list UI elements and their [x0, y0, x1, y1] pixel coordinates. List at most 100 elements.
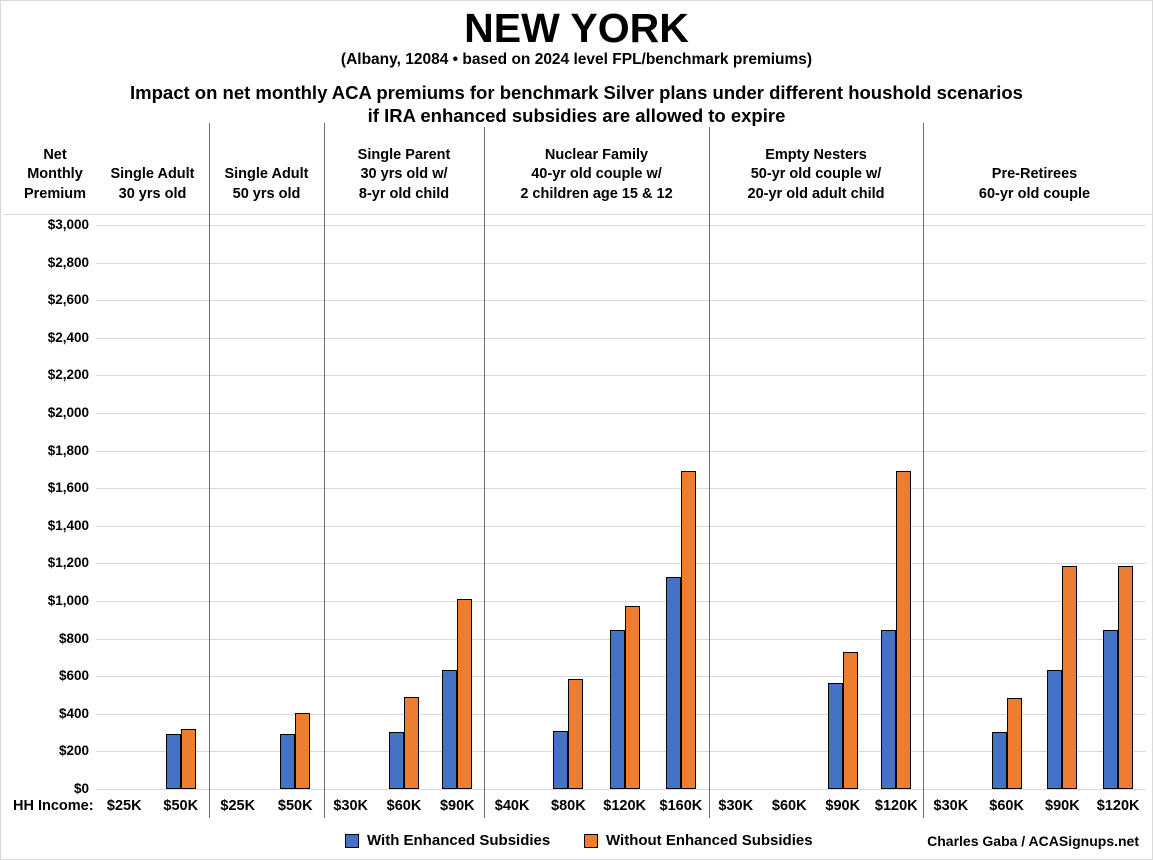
- legend-label-without-subsidies: Without Enhanced Subsidies: [606, 832, 813, 849]
- bar-without-enhanced-subsidies: [404, 696, 419, 789]
- x-axis-income-label: $30K: [333, 798, 368, 814]
- gridline: [96, 262, 1146, 264]
- y-axis-tick-label: $600: [58, 668, 89, 684]
- panel-header-line: 8-yr old child: [358, 185, 450, 202]
- bar-without-enhanced-subsidies: [457, 599, 473, 789]
- y-axis-tick-label: $1,600: [47, 480, 89, 496]
- chart-heading-line-2-text: if IRA enhanced subsidies are allowed to…: [362, 105, 791, 127]
- panel-header-line: 30 yrs old w/: [360, 166, 448, 182]
- legend-swatch-without-subsidies-icon: [584, 833, 598, 848]
- gridline: [96, 337, 1146, 339]
- bar-without-enhanced-subsidies: [180, 728, 196, 789]
- panel-header-line: 50-yr old couple w/: [750, 166, 882, 182]
- x-axis-income-label: $60K: [989, 798, 1024, 814]
- gridline: [96, 225, 1146, 226]
- y-axis-title-line: Premium: [23, 185, 87, 202]
- y-axis-tick-label: $1,800: [47, 442, 89, 458]
- x-axis-income-label: $40K: [494, 798, 530, 814]
- x-axis-income-label: $60K: [771, 798, 807, 814]
- gridline: [96, 300, 1146, 302]
- x-axis-income-label: $50K: [277, 798, 313, 814]
- y-axis-tick-label: $1,400: [47, 517, 89, 533]
- panel-header: Single Adult 30 yrs old: [96, 165, 209, 204]
- bar-with-enhanced-subsidies: [991, 731, 1007, 789]
- gridline: [96, 601, 1146, 602]
- x-axis-income-label: $90K: [1045, 798, 1080, 814]
- panel-divider: [324, 123, 325, 818]
- panel-header-line: 60-yr old couple: [978, 185, 1091, 202]
- credit-attribution: Charles Gaba / ACASignups.net: [927, 833, 1139, 849]
- bar-without-enhanced-subsidies: [680, 471, 696, 789]
- x-axis-income-label: $30K: [933, 798, 969, 814]
- y-axis-tick-label: $200: [58, 743, 89, 759]
- y-axis-tick-label: $3,000: [47, 217, 89, 232]
- bar-without-enhanced-subsidies: [1062, 566, 1078, 789]
- panel-divider: [709, 123, 710, 818]
- gridline: [96, 789, 1146, 790]
- bar-with-enhanced-subsidies: [609, 630, 625, 789]
- legend-item-without-subsidies: Without Enhanced Subsidies: [584, 832, 813, 849]
- y-axis-title: Net Monthly Premium: [17, 146, 93, 205]
- x-axis-income-label: $80K: [551, 798, 586, 814]
- bar-with-enhanced-subsidies: [280, 733, 296, 789]
- panel-divider: [209, 123, 210, 818]
- panel-header-line: 40-yr old couple w/: [531, 166, 662, 182]
- x-axis-income-label: $120K: [874, 798, 918, 814]
- x-axis-income-label: $25K: [220, 798, 256, 814]
- bar-without-enhanced-subsidies: [842, 651, 858, 789]
- bar-with-enhanced-subsidies: [665, 576, 681, 789]
- x-axis-income-label: $50K: [163, 798, 199, 814]
- bar-with-enhanced-subsidies: [553, 730, 569, 789]
- page-title: NEW YORK: [464, 5, 689, 51]
- gridline: [96, 563, 1146, 565]
- panel-header-line: 2 children age 15 & 12: [520, 185, 673, 202]
- plot-frame-top: [3, 214, 1152, 215]
- panel-header: Empty Nesters 50-yr old couple w/20-yr ol…: [709, 146, 923, 205]
- y-axis-title-line: Net: [43, 146, 67, 163]
- panel-header: Single Adult 50 yrs old: [209, 165, 324, 204]
- x-axis-income-label: $60K: [386, 798, 422, 814]
- panel-header-line: Pre-Retirees: [991, 166, 1078, 182]
- bar-without-enhanced-subsidies: [568, 679, 584, 789]
- bar-with-enhanced-subsidies: [1103, 630, 1119, 789]
- panel-header-line: Single Parent: [357, 146, 451, 163]
- panel-header-line: Nuclear Family: [544, 146, 649, 163]
- x-axis-income-label: $120K: [1096, 798, 1140, 814]
- y-axis-tick-label: $2,000: [47, 405, 89, 420]
- bar-with-enhanced-subsidies: [442, 669, 458, 789]
- bar-without-enhanced-subsidies: [624, 605, 640, 789]
- legend-label-with-subsidies: With Enhanced Subsidies: [367, 832, 551, 849]
- bar-without-enhanced-subsidies: [1006, 697, 1022, 789]
- gridline: [96, 413, 1146, 414]
- bar-without-enhanced-subsidies: [295, 712, 311, 789]
- x-axis-income-label: $90K: [825, 798, 861, 814]
- y-axis-tick-label: $400: [58, 705, 89, 721]
- panel-header: Nuclear Family 40-yr old couple w/2 child…: [484, 146, 709, 205]
- bar-with-enhanced-subsidies: [165, 733, 181, 789]
- x-axis-income-label: $25K: [106, 798, 142, 814]
- panel-header-line: Single Adult: [224, 166, 309, 182]
- gridline: [96, 488, 1146, 490]
- chart-heading-line-1: Impact on net monthly ACA premiums for b…: [130, 82, 1023, 103]
- bar-without-enhanced-subsidies: [1118, 566, 1134, 789]
- chart-heading-line-2: if IRA enhanced subsidies are allowed to…: [1, 105, 1152, 127]
- gridline: [96, 450, 1146, 452]
- bar-with-enhanced-subsidies: [1047, 669, 1063, 789]
- panel-divider: [484, 123, 485, 818]
- bar-with-enhanced-subsidies: [389, 731, 404, 789]
- y-axis-title-line: Monthly: [27, 166, 83, 182]
- x-axis-income-label: $30K: [718, 798, 754, 814]
- gridline: [96, 375, 1146, 377]
- y-axis-tick-label: $0: [73, 781, 89, 796]
- panel-header-line: 50 yrs old: [232, 185, 301, 202]
- legend-item-with-subsidies: With Enhanced Subsidies: [345, 832, 550, 849]
- y-axis-tick-label: $1,000: [47, 593, 89, 608]
- bar-with-enhanced-subsidies: [881, 630, 897, 789]
- bar-with-enhanced-subsidies: [827, 682, 843, 789]
- panel-header-line: Single Adult: [110, 166, 195, 182]
- y-axis-tick-label: $2,800: [47, 254, 89, 270]
- y-axis-tick-label: $2,600: [47, 292, 89, 308]
- y-axis-tick-label: $800: [58, 630, 89, 646]
- x-axis-title: HH Income:: [13, 798, 94, 814]
